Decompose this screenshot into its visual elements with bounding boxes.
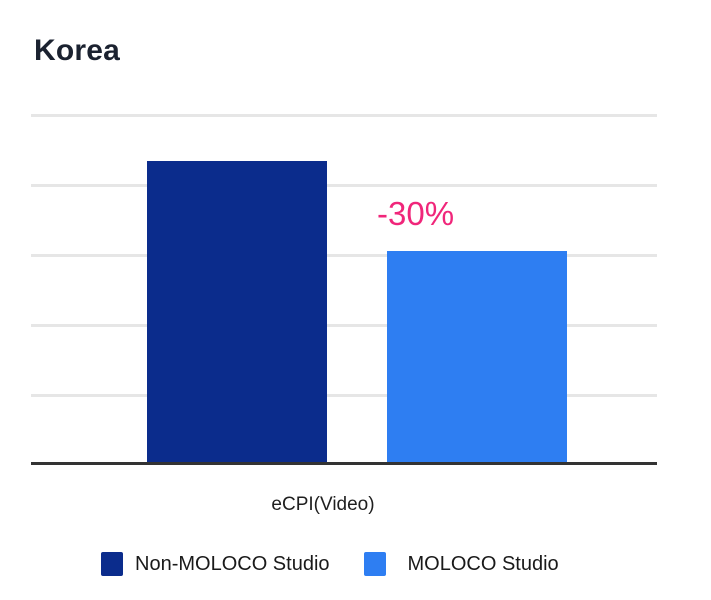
gridline	[31, 184, 657, 187]
legend-item-non-moloco-studio[interactable]: Non-MOLOCO Studio	[101, 552, 330, 576]
legend: Non-MOLOCO Studio MOLOCO Studio	[101, 552, 593, 576]
legend-swatch-icon	[101, 552, 123, 576]
change-annotation: -30%	[377, 195, 455, 233]
legend-label: MOLOCO Studio	[407, 552, 559, 575]
legend-swatch-icon	[363, 552, 386, 576]
chart-title: Korea	[34, 34, 121, 67]
gridline	[31, 324, 657, 327]
plot-area: -30%	[31, 114, 657, 466]
x-axis-baseline	[31, 462, 657, 465]
x-axis-category-label: eCPI(Video)	[271, 494, 375, 515]
gridline	[31, 394, 657, 397]
legend-label: Non-MOLOCO Studio	[135, 552, 330, 575]
bar-non-moloco-studio	[147, 161, 327, 462]
gridline	[31, 254, 657, 257]
gridline	[31, 114, 657, 117]
legend-item-moloco-studio[interactable]: MOLOCO Studio	[363, 552, 559, 576]
bar-moloco-studio	[387, 251, 567, 462]
